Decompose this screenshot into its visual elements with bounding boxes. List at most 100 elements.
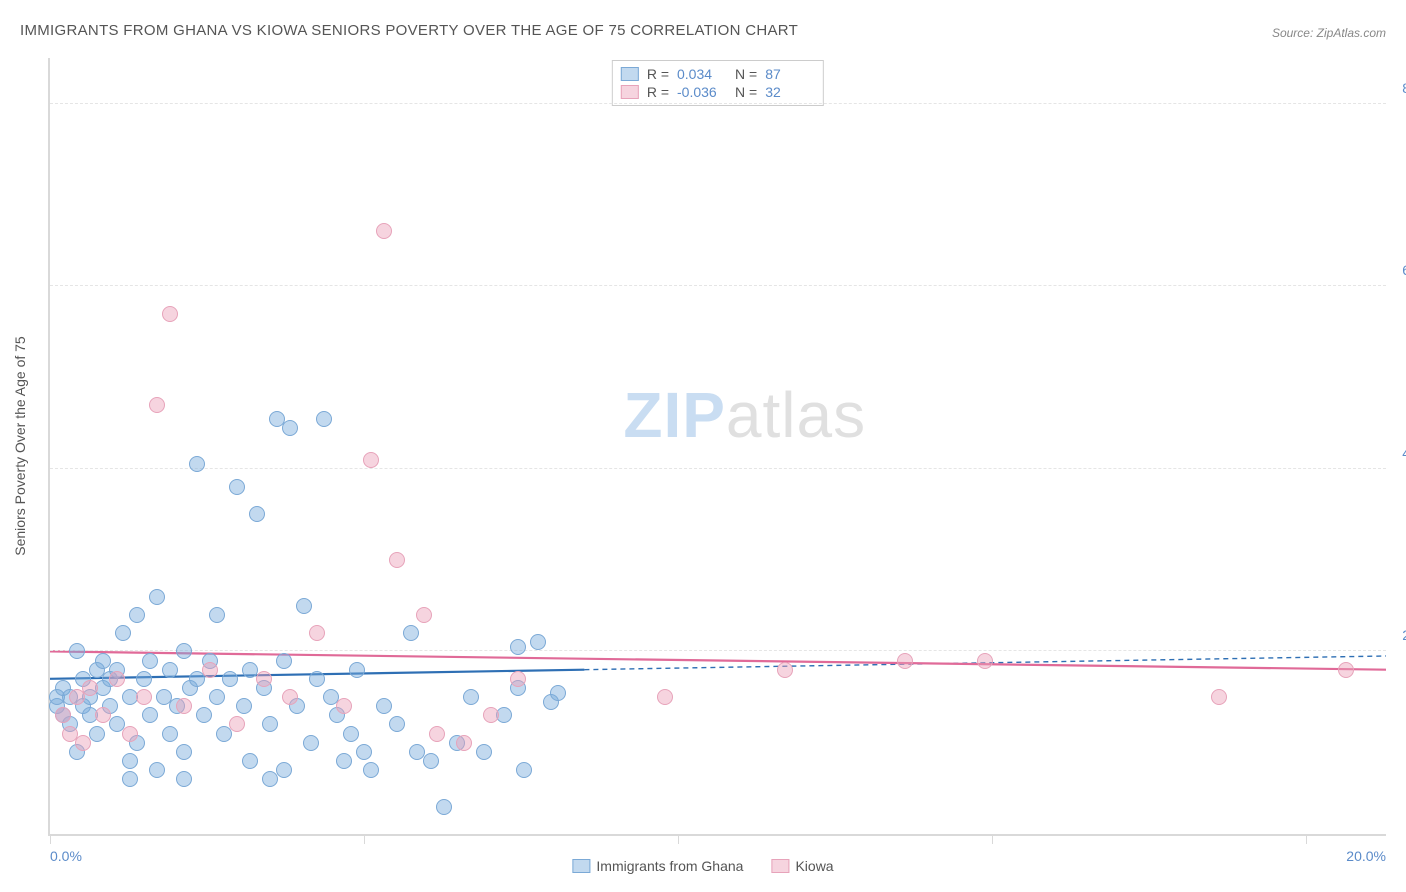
scatter-point bbox=[149, 762, 165, 778]
x-tick bbox=[678, 834, 679, 844]
legend-item-series1: Immigrants from Ghana bbox=[572, 858, 743, 874]
plot-area: Seniors Poverty Over the Age of 75 ZIPat… bbox=[48, 58, 1386, 836]
legend-swatch-series1 bbox=[572, 859, 590, 873]
x-tick bbox=[364, 834, 365, 844]
scatter-point bbox=[363, 452, 379, 468]
source-attribution: Source: ZipAtlas.com bbox=[1272, 26, 1386, 40]
x-axis-min-label: 0.0% bbox=[50, 848, 82, 864]
chart-container: IMMIGRANTS FROM GHANA VS KIOWA SENIORS P… bbox=[0, 0, 1406, 892]
scatter-point bbox=[122, 771, 138, 787]
scatter-point bbox=[376, 223, 392, 239]
scatter-point bbox=[276, 653, 292, 669]
scatter-point bbox=[82, 680, 98, 696]
scatter-point bbox=[129, 607, 145, 623]
scatter-point bbox=[55, 707, 71, 723]
scatter-point bbox=[142, 653, 158, 669]
scatter-point bbox=[510, 639, 526, 655]
scatter-point bbox=[436, 799, 452, 815]
gridline bbox=[50, 103, 1386, 104]
scatter-point bbox=[249, 506, 265, 522]
scatter-point bbox=[309, 625, 325, 641]
scatter-point bbox=[122, 726, 138, 742]
scatter-point bbox=[162, 726, 178, 742]
scatter-point bbox=[282, 420, 298, 436]
scatter-point bbox=[343, 726, 359, 742]
scatter-point bbox=[316, 411, 332, 427]
scatter-point bbox=[176, 744, 192, 760]
scatter-point bbox=[657, 689, 673, 705]
scatter-point bbox=[363, 762, 379, 778]
scatter-point bbox=[336, 698, 352, 714]
scatter-point bbox=[897, 653, 913, 669]
scatter-point bbox=[977, 653, 993, 669]
scatter-point bbox=[162, 662, 178, 678]
scatter-point bbox=[236, 698, 252, 714]
trend-lines bbox=[50, 58, 1386, 834]
scatter-point bbox=[75, 735, 91, 751]
legend-item-series2: Kiowa bbox=[771, 858, 833, 874]
scatter-point bbox=[389, 716, 405, 732]
gridline bbox=[50, 285, 1386, 286]
scatter-point bbox=[530, 634, 546, 650]
scatter-point bbox=[516, 762, 532, 778]
scatter-point bbox=[242, 753, 258, 769]
scatter-point bbox=[149, 397, 165, 413]
scatter-point bbox=[176, 643, 192, 659]
scatter-point bbox=[463, 689, 479, 705]
scatter-point bbox=[389, 552, 405, 568]
legend-label-series1: Immigrants from Ghana bbox=[596, 858, 743, 874]
scatter-point bbox=[550, 685, 566, 701]
scatter-point bbox=[149, 589, 165, 605]
scatter-point bbox=[109, 671, 125, 687]
x-tick bbox=[50, 834, 51, 844]
x-tick bbox=[992, 834, 993, 844]
scatter-point bbox=[115, 625, 131, 641]
scatter-point bbox=[356, 744, 372, 760]
scatter-point bbox=[202, 662, 218, 678]
scatter-point bbox=[1211, 689, 1227, 705]
y-tick-label: 60.0% bbox=[1402, 262, 1406, 278]
scatter-point bbox=[89, 726, 105, 742]
scatter-point bbox=[209, 689, 225, 705]
y-tick-label: 40.0% bbox=[1402, 445, 1406, 461]
y-axis-label: Seniors Poverty Over the Age of 75 bbox=[12, 336, 28, 555]
scatter-point bbox=[189, 456, 205, 472]
scatter-point bbox=[95, 707, 111, 723]
gridline bbox=[50, 468, 1386, 469]
scatter-point bbox=[777, 662, 793, 678]
scatter-point bbox=[349, 662, 365, 678]
x-tick bbox=[1306, 834, 1307, 844]
scatter-point bbox=[429, 726, 445, 742]
scatter-point bbox=[309, 671, 325, 687]
scatter-point bbox=[476, 744, 492, 760]
scatter-point bbox=[510, 671, 526, 687]
x-axis-max-label: 20.0% bbox=[1346, 848, 1386, 864]
scatter-point bbox=[69, 643, 85, 659]
scatter-point bbox=[136, 689, 152, 705]
scatter-point bbox=[336, 753, 352, 769]
scatter-point bbox=[376, 698, 392, 714]
scatter-point bbox=[162, 306, 178, 322]
scatter-point bbox=[222, 671, 238, 687]
scatter-point bbox=[262, 771, 278, 787]
scatter-point bbox=[196, 707, 212, 723]
bottom-legend: Immigrants from Ghana Kiowa bbox=[572, 858, 833, 874]
scatter-point bbox=[122, 753, 138, 769]
y-tick-label: 20.0% bbox=[1402, 627, 1406, 643]
scatter-point bbox=[282, 689, 298, 705]
legend-swatch-series2 bbox=[771, 859, 789, 873]
scatter-point bbox=[229, 479, 245, 495]
scatter-point bbox=[416, 607, 432, 623]
scatter-point bbox=[296, 598, 312, 614]
scatter-point bbox=[209, 607, 225, 623]
scatter-point bbox=[229, 716, 245, 732]
gridline bbox=[50, 650, 1386, 651]
y-tick-label: 80.0% bbox=[1402, 80, 1406, 96]
scatter-point bbox=[262, 716, 278, 732]
scatter-point bbox=[1338, 662, 1354, 678]
scatter-point bbox=[176, 771, 192, 787]
scatter-point bbox=[423, 753, 439, 769]
scatter-point bbox=[456, 735, 472, 751]
scatter-point bbox=[256, 671, 272, 687]
scatter-point bbox=[176, 698, 192, 714]
